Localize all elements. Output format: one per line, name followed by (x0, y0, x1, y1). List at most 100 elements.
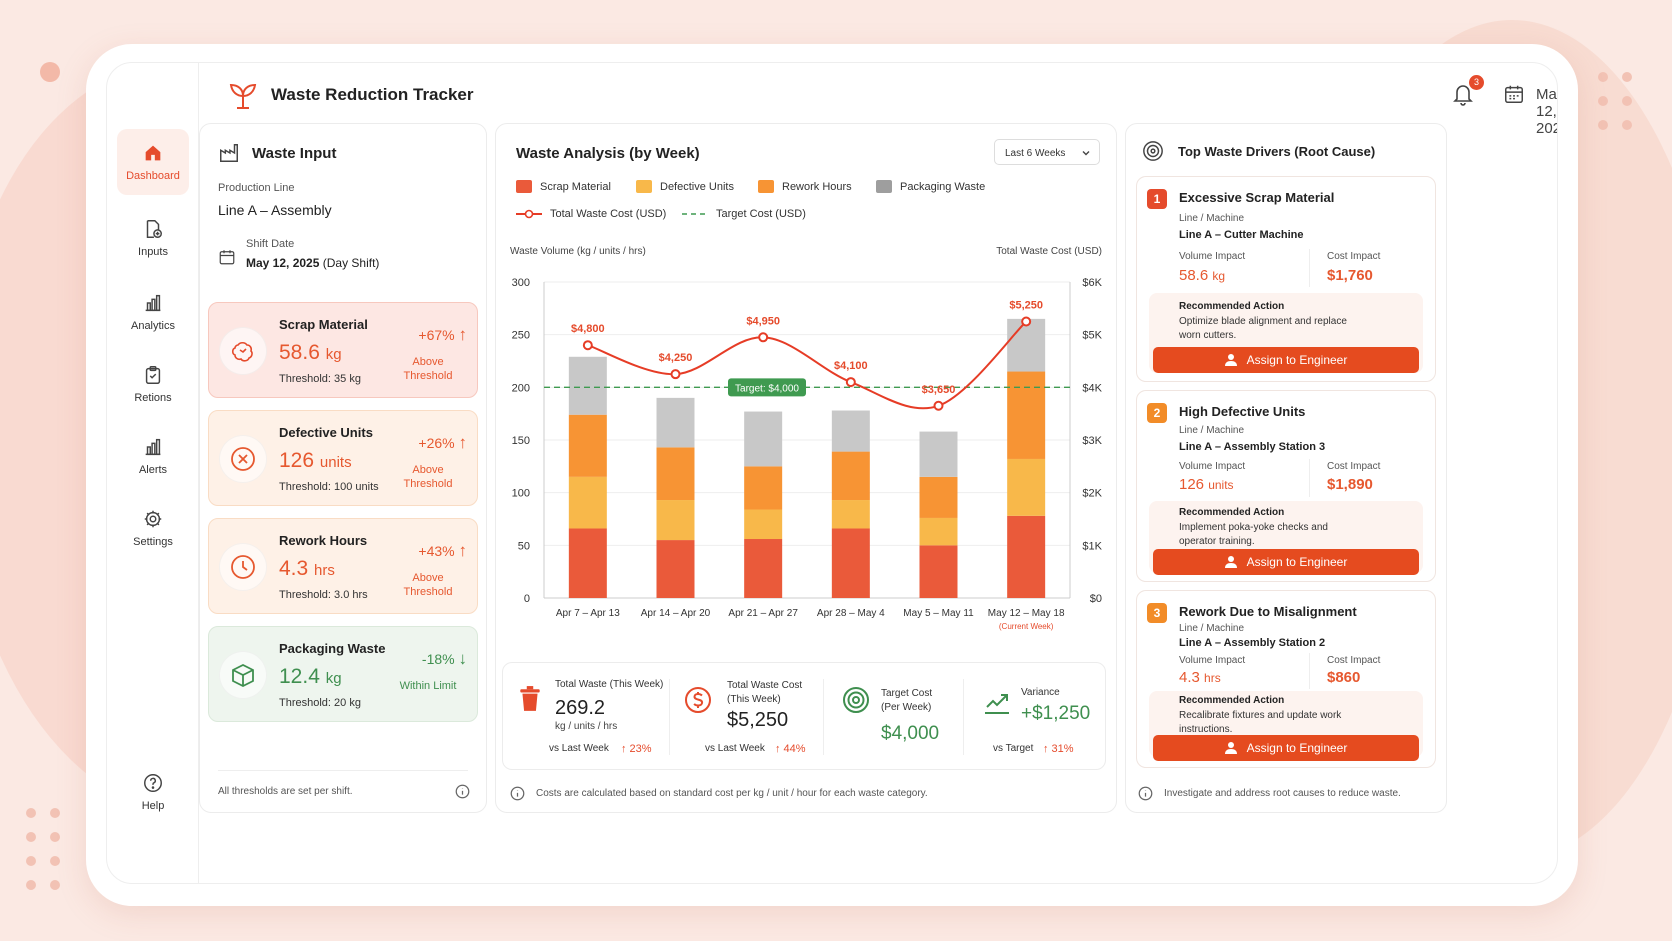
clock-icon (219, 543, 267, 591)
header: Waste Reduction Tracker 3 May 12, 2025 (199, 63, 1557, 137)
cost-impact: $1,890 (1327, 476, 1373, 493)
divider (1309, 653, 1310, 689)
cost-data-label: $4,250 (659, 352, 693, 364)
volume-impact: 126 units (1179, 476, 1234, 493)
unit: hrs (1204, 671, 1221, 685)
bar-segment (744, 466, 783, 510)
change: +26% (418, 435, 455, 451)
volume-impact: 4.3 hrs (1179, 669, 1221, 686)
metric-packaging-waste[interactable]: Packaging Waste 12.4 kg Threshold: 20 kg… (208, 626, 478, 722)
calendar-icon[interactable] (1503, 83, 1525, 105)
line-label: Line / Machine (1179, 623, 1245, 634)
metric-rework-hours[interactable]: Rework Hours 4.3 hrs Threshold: 3.0 hrs … (208, 518, 478, 614)
stat-label: Target Cost (Per Week) (881, 688, 933, 713)
line-label: Line / Machine (1179, 213, 1245, 224)
legend-swatch (876, 180, 892, 193)
change: +67% (418, 327, 455, 343)
current-week-note: (Current Week) (999, 622, 1054, 631)
bar-segment (831, 500, 870, 529)
info-icon[interactable] (455, 784, 470, 799)
nav-help[interactable]: Help (117, 759, 189, 825)
cost-label: Cost Impact (1327, 461, 1381, 472)
x-tick-label: Apr 21 – Apr 27 (728, 608, 798, 619)
legend-swatch (758, 180, 774, 193)
waste-input-title: Waste Input (252, 145, 337, 162)
bell-icon[interactable] (1451, 81, 1475, 107)
y2-tick-label: $4K (1082, 382, 1102, 394)
stat-label: Total Waste Cost (This Week) (727, 680, 803, 705)
nav-label: Retions (134, 392, 172, 404)
cost-point (1021, 316, 1032, 327)
nav-settings[interactable]: Settings (117, 495, 189, 561)
x-tick-label: Apr 14 – Apr 20 (641, 608, 711, 619)
metric-change: +26% ↑ (418, 433, 467, 453)
dollar-circle-icon (685, 687, 711, 713)
metric-status: Above Threshold (403, 356, 453, 382)
stat-value: 269.2 (555, 697, 606, 719)
divider (669, 679, 670, 755)
background-dot (40, 62, 60, 82)
unit: kg (325, 670, 342, 687)
volume-impact: 58.6 kg (1179, 267, 1225, 284)
stat-change: ↑ 44% (775, 743, 806, 755)
y2-axis-label: Total Waste Cost (USD) (996, 246, 1102, 257)
cost-point (670, 369, 681, 380)
shift-date-value[interactable]: May 12, 2025 (Day Shift) (246, 256, 379, 270)
summary-stats: Total Waste (This Week) 269.2 kg / units… (502, 662, 1106, 770)
bar-segment (568, 476, 607, 529)
y2-tick-label: $6K (1082, 277, 1102, 289)
metric-name: Rework Hours (279, 533, 368, 548)
legend-swatch (516, 180, 532, 193)
nav-label: Settings (133, 536, 173, 548)
assign-engineer-button[interactable]: Assign to Engineer (1153, 549, 1419, 575)
rank-badge: 1 (1147, 189, 1167, 209)
nav-retions[interactable]: Retions (117, 351, 189, 417)
legend-item: Target Cost (USD) (682, 208, 806, 220)
y-tick-label: 100 (512, 488, 530, 500)
cost-impact: $860 (1327, 669, 1361, 686)
divider (1309, 249, 1310, 287)
driver-card: 3 Rework Due to Misalignment Line / Mach… (1136, 590, 1436, 768)
user-icon (1224, 742, 1237, 754)
legend-label: Scrap Material (540, 180, 611, 193)
production-line-value[interactable]: Line A – Assembly (218, 202, 332, 218)
unit: hrs (314, 562, 335, 579)
button-label: Assign to Engineer (1246, 555, 1348, 569)
nav-dashboard[interactable]: Dashboard (117, 129, 189, 195)
factory-icon (220, 144, 238, 162)
divider (1309, 459, 1310, 497)
value: 12.4 (279, 665, 320, 688)
nav-alerts[interactable]: Alerts (117, 423, 189, 489)
metric-scrap-material[interactable]: Scrap Material 58.6 kg Threshold: 35 kg … (208, 302, 478, 398)
nav-label: Help (141, 800, 165, 812)
assign-engineer-button[interactable]: Assign to Engineer (1153, 347, 1419, 373)
cost-note: Costs are calculated based on standard c… (536, 788, 928, 799)
rec-label: Recommended Action (1179, 301, 1285, 312)
bar-segment (831, 451, 870, 501)
target-label-bg (728, 378, 806, 397)
metric-status: Above Threshold (403, 464, 453, 490)
waste-chart: 0 $0 50 $1K 100 $2K 150 $3K 200 $4K 250 $5K 300 $6K Ap… (512, 277, 1103, 631)
bar-chart-icon (145, 294, 161, 312)
metric-name: Packaging Waste (279, 641, 386, 656)
bar-segment (656, 540, 695, 598)
driver-card: 1 Excessive Scrap Material Line / Machin… (1136, 176, 1436, 382)
volume-label: Volume Impact (1179, 461, 1246, 472)
y2-tick-label: $1K (1082, 540, 1102, 552)
nav-inputs[interactable]: Inputs (117, 205, 189, 271)
y2-tick-label: $3K (1082, 435, 1102, 447)
legend-item: Defective Units (636, 180, 734, 193)
y2-tick-label: $2K (1082, 488, 1102, 500)
range-select[interactable]: Last 6 Weeks (994, 139, 1100, 165)
y-tick-label: 150 (512, 435, 530, 447)
arrow-up-icon: ↑ (458, 325, 468, 344)
nav-analytics[interactable]: Analytics (117, 279, 189, 345)
metric-defective-units[interactable]: Defective Units 126 units Threshold: 100… (208, 410, 478, 506)
value: 126 (279, 449, 315, 472)
user-icon (1224, 556, 1237, 568)
driver-title: High Defective Units (1179, 404, 1306, 419)
assign-engineer-button[interactable]: Assign to Engineer (1153, 735, 1419, 761)
dashed-legend-swatch (682, 213, 708, 215)
volume-label: Volume Impact (1179, 655, 1246, 666)
divider (963, 679, 964, 755)
